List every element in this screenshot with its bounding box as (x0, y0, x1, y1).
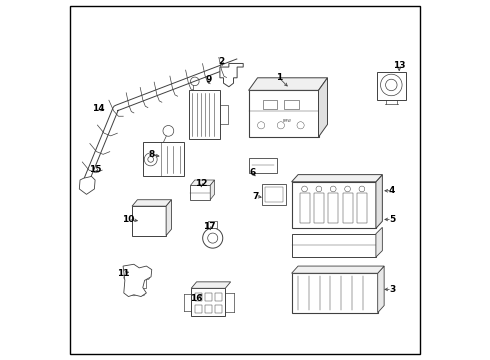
Polygon shape (210, 180, 215, 200)
Circle shape (381, 74, 402, 96)
Polygon shape (132, 200, 172, 206)
Text: 5: 5 (389, 215, 395, 224)
Text: 17: 17 (203, 222, 216, 231)
Circle shape (203, 228, 223, 248)
Polygon shape (191, 282, 231, 288)
Bar (195, 293, 202, 301)
Circle shape (302, 186, 307, 192)
Text: 3: 3 (389, 285, 395, 294)
Bar (205, 293, 212, 301)
Circle shape (258, 122, 265, 129)
Bar (377, 72, 406, 100)
Circle shape (208, 233, 218, 243)
Bar (208, 221, 217, 228)
Bar (263, 100, 277, 109)
Circle shape (222, 71, 226, 75)
Polygon shape (191, 180, 215, 185)
Circle shape (231, 71, 236, 75)
Circle shape (163, 126, 174, 136)
Polygon shape (376, 227, 382, 257)
Text: 2: 2 (219, 57, 225, 66)
Circle shape (297, 122, 304, 129)
Bar (292, 273, 378, 313)
Circle shape (344, 186, 350, 192)
Circle shape (330, 186, 336, 192)
Bar (215, 293, 222, 301)
Bar (262, 184, 286, 205)
Bar (191, 185, 210, 200)
Bar (299, 193, 310, 223)
Bar (314, 193, 324, 223)
Bar (195, 305, 202, 313)
Polygon shape (378, 266, 384, 313)
Bar (292, 234, 376, 257)
Text: 13: 13 (393, 61, 405, 70)
Circle shape (316, 186, 322, 192)
Text: 6: 6 (249, 168, 255, 177)
Circle shape (148, 157, 153, 162)
Text: 7: 7 (252, 192, 259, 201)
Text: 1: 1 (276, 73, 282, 82)
Polygon shape (220, 63, 243, 87)
Circle shape (386, 79, 397, 91)
Text: 9: 9 (206, 75, 212, 84)
Circle shape (191, 77, 199, 86)
Circle shape (132, 292, 136, 296)
Circle shape (359, 186, 365, 192)
Bar (132, 206, 166, 235)
Polygon shape (123, 264, 152, 297)
Circle shape (146, 275, 149, 280)
Bar (131, 270, 147, 288)
Polygon shape (292, 266, 384, 273)
Circle shape (141, 292, 145, 296)
Text: 16: 16 (190, 294, 203, 303)
Polygon shape (292, 175, 382, 182)
Polygon shape (166, 200, 172, 235)
Text: 11: 11 (117, 269, 129, 278)
Bar (248, 90, 318, 137)
Polygon shape (248, 78, 327, 90)
Polygon shape (79, 176, 95, 194)
Bar (191, 288, 225, 316)
Circle shape (124, 275, 128, 280)
Text: 12: 12 (195, 179, 207, 188)
Polygon shape (318, 78, 327, 137)
Bar (215, 305, 222, 313)
Bar (343, 193, 353, 223)
Bar (265, 187, 283, 202)
Bar (357, 193, 367, 223)
Text: 4: 4 (389, 186, 395, 195)
Text: 8: 8 (148, 150, 155, 159)
Bar (292, 182, 376, 228)
Circle shape (277, 122, 285, 129)
Text: BMW: BMW (283, 119, 292, 123)
Bar (205, 305, 212, 313)
Bar (143, 142, 184, 176)
Bar (248, 158, 277, 173)
Polygon shape (376, 175, 382, 228)
Circle shape (144, 153, 157, 166)
Bar (285, 100, 299, 109)
Text: 14: 14 (92, 104, 104, 113)
Bar (190, 90, 220, 139)
Bar (328, 193, 338, 223)
Text: 10: 10 (122, 215, 135, 224)
Text: 15: 15 (89, 165, 102, 174)
